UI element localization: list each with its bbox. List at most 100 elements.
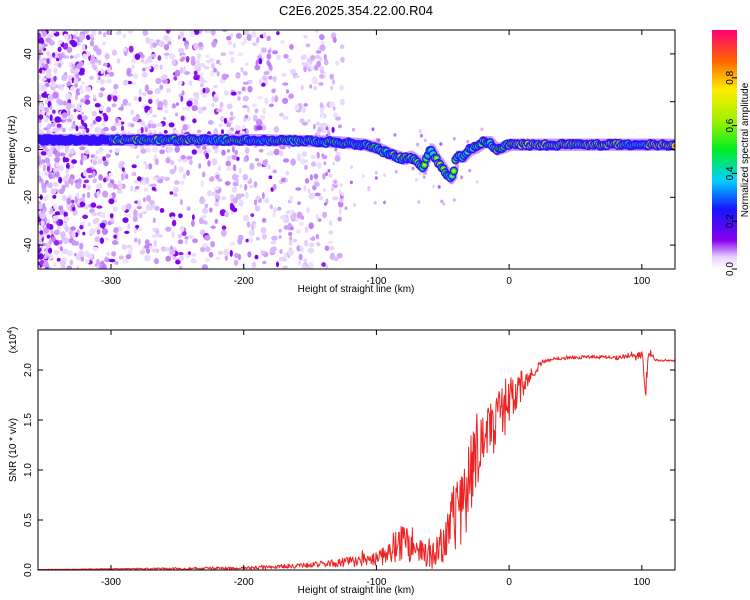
- noise-speck: [75, 182, 82, 189]
- noise-speck: [106, 106, 111, 113]
- noise-speck: [77, 77, 81, 82]
- noise-speck: [56, 257, 61, 262]
- spectrogram-y-axis-label: Frequency (Hz): [7, 116, 18, 185]
- noise-speck: [258, 78, 262, 86]
- noise-speck: [260, 227, 267, 234]
- noise-speck: [145, 163, 149, 170]
- noise-speck: [70, 85, 75, 92]
- noise-speck: [288, 93, 294, 99]
- noise-speck: [62, 248, 69, 255]
- noise-speck: [82, 53, 88, 60]
- noise-speck: [316, 151, 320, 159]
- noise-speck: [174, 69, 181, 77]
- noise-speck: [102, 121, 106, 127]
- noise-speck: [329, 220, 333, 227]
- noise-speck: [109, 194, 113, 200]
- noise-speck: [202, 207, 209, 214]
- noise-speck: [333, 180, 337, 184]
- noise-speck: [104, 256, 108, 261]
- noise-speck: [333, 256, 339, 262]
- noise-speck: [188, 159, 193, 165]
- noise-speck: [242, 174, 249, 181]
- noise-speck: [310, 66, 314, 71]
- noise-speck: [283, 158, 290, 163]
- noise-speck: [247, 251, 252, 258]
- noise-speck: [92, 218, 99, 225]
- noise-speck: [260, 82, 266, 87]
- noise-speck: [100, 87, 105, 92]
- noise-speck: [229, 194, 235, 198]
- noise-speck: [353, 203, 356, 207]
- noise-speck: [262, 233, 267, 240]
- noise-speck: [56, 57, 60, 62]
- noise-speck: [276, 31, 280, 36]
- noise-speck: [58, 240, 63, 245]
- snr-y-tick-label: 1.5: [23, 413, 34, 427]
- spectrogram-y-tick-label: 20: [23, 96, 34, 108]
- noise-speck: [192, 214, 195, 221]
- noise-speck: [254, 254, 259, 260]
- noise-speck: [253, 199, 258, 206]
- noise-speck: [112, 90, 119, 95]
- noise-speck: [249, 184, 254, 189]
- noise-speck: [207, 160, 211, 167]
- noise-speck: [243, 37, 247, 44]
- noise-speck: [178, 265, 183, 269]
- noise-speck: [140, 126, 144, 134]
- noise-speck: [52, 91, 59, 99]
- noise-speck: [43, 127, 49, 131]
- noise-speck: [45, 71, 52, 79]
- noise-speck: [319, 44, 326, 52]
- noise-speck: [232, 42, 236, 49]
- noise-speck: [311, 76, 318, 84]
- noise-speck: [57, 46, 62, 52]
- noise-speck: [261, 56, 265, 62]
- noise-speck: [61, 84, 65, 88]
- noise-speck: [213, 67, 218, 73]
- noise-speck: [148, 99, 153, 104]
- noise-speck: [132, 215, 138, 223]
- noise-speck: [162, 79, 169, 84]
- noise-speck: [246, 106, 250, 113]
- noise-speck: [310, 54, 316, 61]
- noise-speck: [217, 165, 222, 172]
- noise-speck: [297, 201, 301, 205]
- noise-speck: [171, 230, 175, 238]
- noise-speck: [44, 171, 49, 176]
- noise-speck: [247, 237, 254, 243]
- noise-speck: [97, 59, 102, 65]
- halo-band: [675, 139, 679, 151]
- noise-speck: [226, 122, 231, 128]
- noise-speck: [262, 159, 268, 167]
- noise-speck: [258, 149, 264, 153]
- noise-speck: [122, 217, 129, 223]
- noise-speck: [215, 174, 220, 180]
- noise-speck: [64, 225, 69, 233]
- noise-speck: [314, 30, 320, 33]
- noise-speck: [50, 123, 55, 127]
- noise-speck: [141, 92, 147, 97]
- noise-speck: [142, 30, 149, 36]
- noise-speck: [68, 152, 73, 158]
- noise-speck: [89, 228, 96, 236]
- noise-speck: [340, 98, 345, 106]
- noise-speck: [62, 156, 66, 163]
- noise-speck: [164, 54, 168, 60]
- noise-speck: [185, 254, 191, 259]
- noise-speck: [72, 206, 76, 212]
- noise-speck: [231, 186, 237, 193]
- noise-speck: [130, 123, 135, 128]
- noise-speck: [160, 246, 167, 252]
- noise-speck: [79, 201, 86, 208]
- noise-speck: [63, 216, 70, 222]
- noise-speck: [126, 102, 132, 107]
- noise-speck: [38, 155, 41, 161]
- noise-speck: [48, 95, 54, 102]
- noise-speck: [169, 249, 176, 256]
- noise-speck: [102, 41, 106, 46]
- noise-speck: [177, 234, 183, 239]
- noise-speck: [60, 209, 66, 214]
- noise-speck: [181, 90, 185, 96]
- noise-speck: [66, 197, 72, 205]
